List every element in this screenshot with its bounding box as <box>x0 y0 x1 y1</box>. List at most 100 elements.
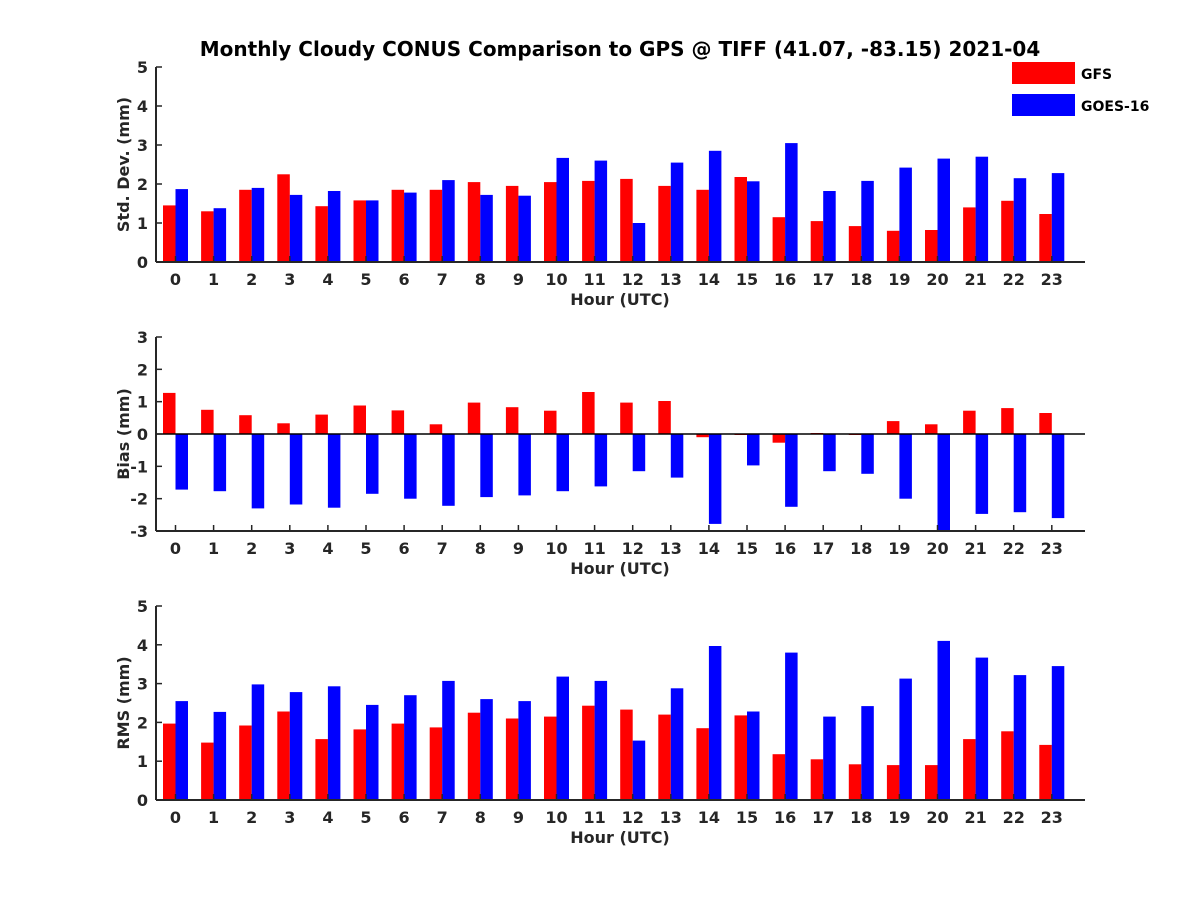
bar-gfs-hour-3 <box>277 711 290 800</box>
x-tick-label: 15 <box>736 539 758 558</box>
bar-goes-16-hour-21 <box>975 156 989 262</box>
bar-gfs-hour-10 <box>544 182 557 262</box>
x-tick-label: 21 <box>964 270 986 289</box>
bar-goes-16-hour-17 <box>823 434 836 472</box>
bar-gfs-hour-1 <box>201 211 214 262</box>
legend-label: GOES-16 <box>1081 99 1149 115</box>
bar-gfs-hour-19 <box>886 421 900 434</box>
x-tick-label: 15 <box>736 270 758 289</box>
bar-goes-16-hour-3 <box>289 194 303 262</box>
bar-gfs-hour-12 <box>620 402 633 434</box>
x-tick-label: 4 <box>322 539 333 558</box>
bar-goes-16-hour-13 <box>670 688 684 800</box>
bar-goes-16-hour-1 <box>213 434 227 492</box>
bar-gfs-hour-13 <box>658 401 671 434</box>
bar-goes-16-hour-7 <box>442 680 455 800</box>
x-tick-label: 2 <box>246 808 257 827</box>
bar-gfs-hour-13 <box>658 185 671 262</box>
bar-gfs-hour-10 <box>544 716 557 800</box>
y-tick-label: -1 <box>130 457 148 476</box>
bar-goes-16-hour-16 <box>785 434 798 507</box>
x-tick-label: 5 <box>360 539 371 558</box>
bar-goes-16-hour-0 <box>175 434 188 490</box>
bar-goes-16-hour-11 <box>594 434 608 487</box>
bar-gfs-hour-2 <box>239 725 252 800</box>
bar-gfs-hour-22 <box>1001 731 1014 800</box>
bar-goes-16-hour-3 <box>289 692 303 800</box>
x-tick-label: 22 <box>1003 808 1025 827</box>
bar-gfs-hour-5 <box>353 200 366 262</box>
x-tick-label: 5 <box>360 270 371 289</box>
bar-gfs-hour-14 <box>696 728 709 800</box>
bar-goes-16-hour-14 <box>708 150 722 262</box>
x-tick-label: 1 <box>208 539 219 558</box>
x-tick-label: 9 <box>513 270 524 289</box>
bar-gfs-hour-16 <box>772 754 786 800</box>
bar-gfs-hour-11 <box>582 705 595 800</box>
bar-goes-16-hour-4 <box>327 686 341 800</box>
x-tick-label: 7 <box>437 539 448 558</box>
x-tick-label: 17 <box>812 808 834 827</box>
bar-goes-16-hour-11 <box>594 160 608 262</box>
x-tick-label: 3 <box>284 270 295 289</box>
y-tick-label: 2 <box>137 175 148 194</box>
bar-goes-16-hour-17 <box>823 191 836 262</box>
x-tick-label: 2 <box>246 270 257 289</box>
bar-goes-16-hour-17 <box>823 716 836 800</box>
bar-gfs-hour-2 <box>239 189 252 262</box>
x-tick-label: 14 <box>698 539 720 558</box>
x-tick-label: 3 <box>284 539 295 558</box>
x-tick-label: 20 <box>926 539 948 558</box>
x-tick-label: 2 <box>246 539 257 558</box>
bar-goes-16-hour-2 <box>251 434 265 509</box>
bar-goes-16-hour-5 <box>366 704 379 800</box>
bar-goes-16-hour-0 <box>175 189 188 262</box>
bar-goes-16-hour-23 <box>1051 666 1065 800</box>
bar-goes-16-hour-1 <box>213 711 227 800</box>
bar-goes-16-hour-9 <box>518 701 531 800</box>
bar-gfs-hour-7 <box>429 189 443 262</box>
bar-goes-16-hour-13 <box>670 162 684 262</box>
bar-gfs-hour-8 <box>467 712 481 800</box>
bar-gfs-hour-13 <box>658 714 671 800</box>
y-tick-label: 1 <box>137 752 148 771</box>
x-tick-label: 20 <box>926 808 948 827</box>
legend-label: GFS <box>1081 67 1112 83</box>
bar-goes-16-hour-1 <box>213 208 227 262</box>
bar-goes-16-hour-6 <box>404 695 417 800</box>
bar-gfs-hour-9 <box>505 407 519 434</box>
x-tick-label: 22 <box>1003 270 1025 289</box>
x-tick-label: 23 <box>1041 270 1063 289</box>
bar-gfs-hour-21 <box>963 410 976 434</box>
bar-goes-16-hour-20 <box>937 434 950 531</box>
x-tick-label: 21 <box>964 539 986 558</box>
x-tick-label: 19 <box>888 539 910 558</box>
x-tick-label: 9 <box>513 808 524 827</box>
bar-gfs-hour-23 <box>1039 214 1052 262</box>
bar-goes-16-hour-9 <box>518 195 531 262</box>
bar-gfs-hour-21 <box>963 207 976 262</box>
x-tick-label: 4 <box>322 808 333 827</box>
x-tick-label: 5 <box>360 808 371 827</box>
y-tick-label: 0 <box>137 425 148 444</box>
x-tick-label: 0 <box>170 270 181 289</box>
y-tick-label: 2 <box>137 360 148 379</box>
bar-gfs-hour-5 <box>353 405 366 434</box>
x-tick-label: 1 <box>208 270 219 289</box>
x-tick-label: 8 <box>475 808 486 827</box>
bar-goes-16-hour-4 <box>327 191 341 262</box>
x-tick-label: 0 <box>170 539 181 558</box>
bar-goes-16-hour-8 <box>480 434 493 498</box>
y-tick-label: 2 <box>137 713 148 732</box>
x-tick-label: 12 <box>622 539 644 558</box>
bar-goes-16-hour-0 <box>175 701 188 800</box>
bar-gfs-hour-14 <box>696 189 709 262</box>
bar-goes-16-hour-18 <box>861 706 874 800</box>
x-tick-label: 6 <box>399 808 410 827</box>
x-tick-label: 16 <box>774 539 796 558</box>
y-axis-label: Std. Dev. (mm) <box>114 97 133 232</box>
bar-gfs-hour-17 <box>810 221 824 262</box>
